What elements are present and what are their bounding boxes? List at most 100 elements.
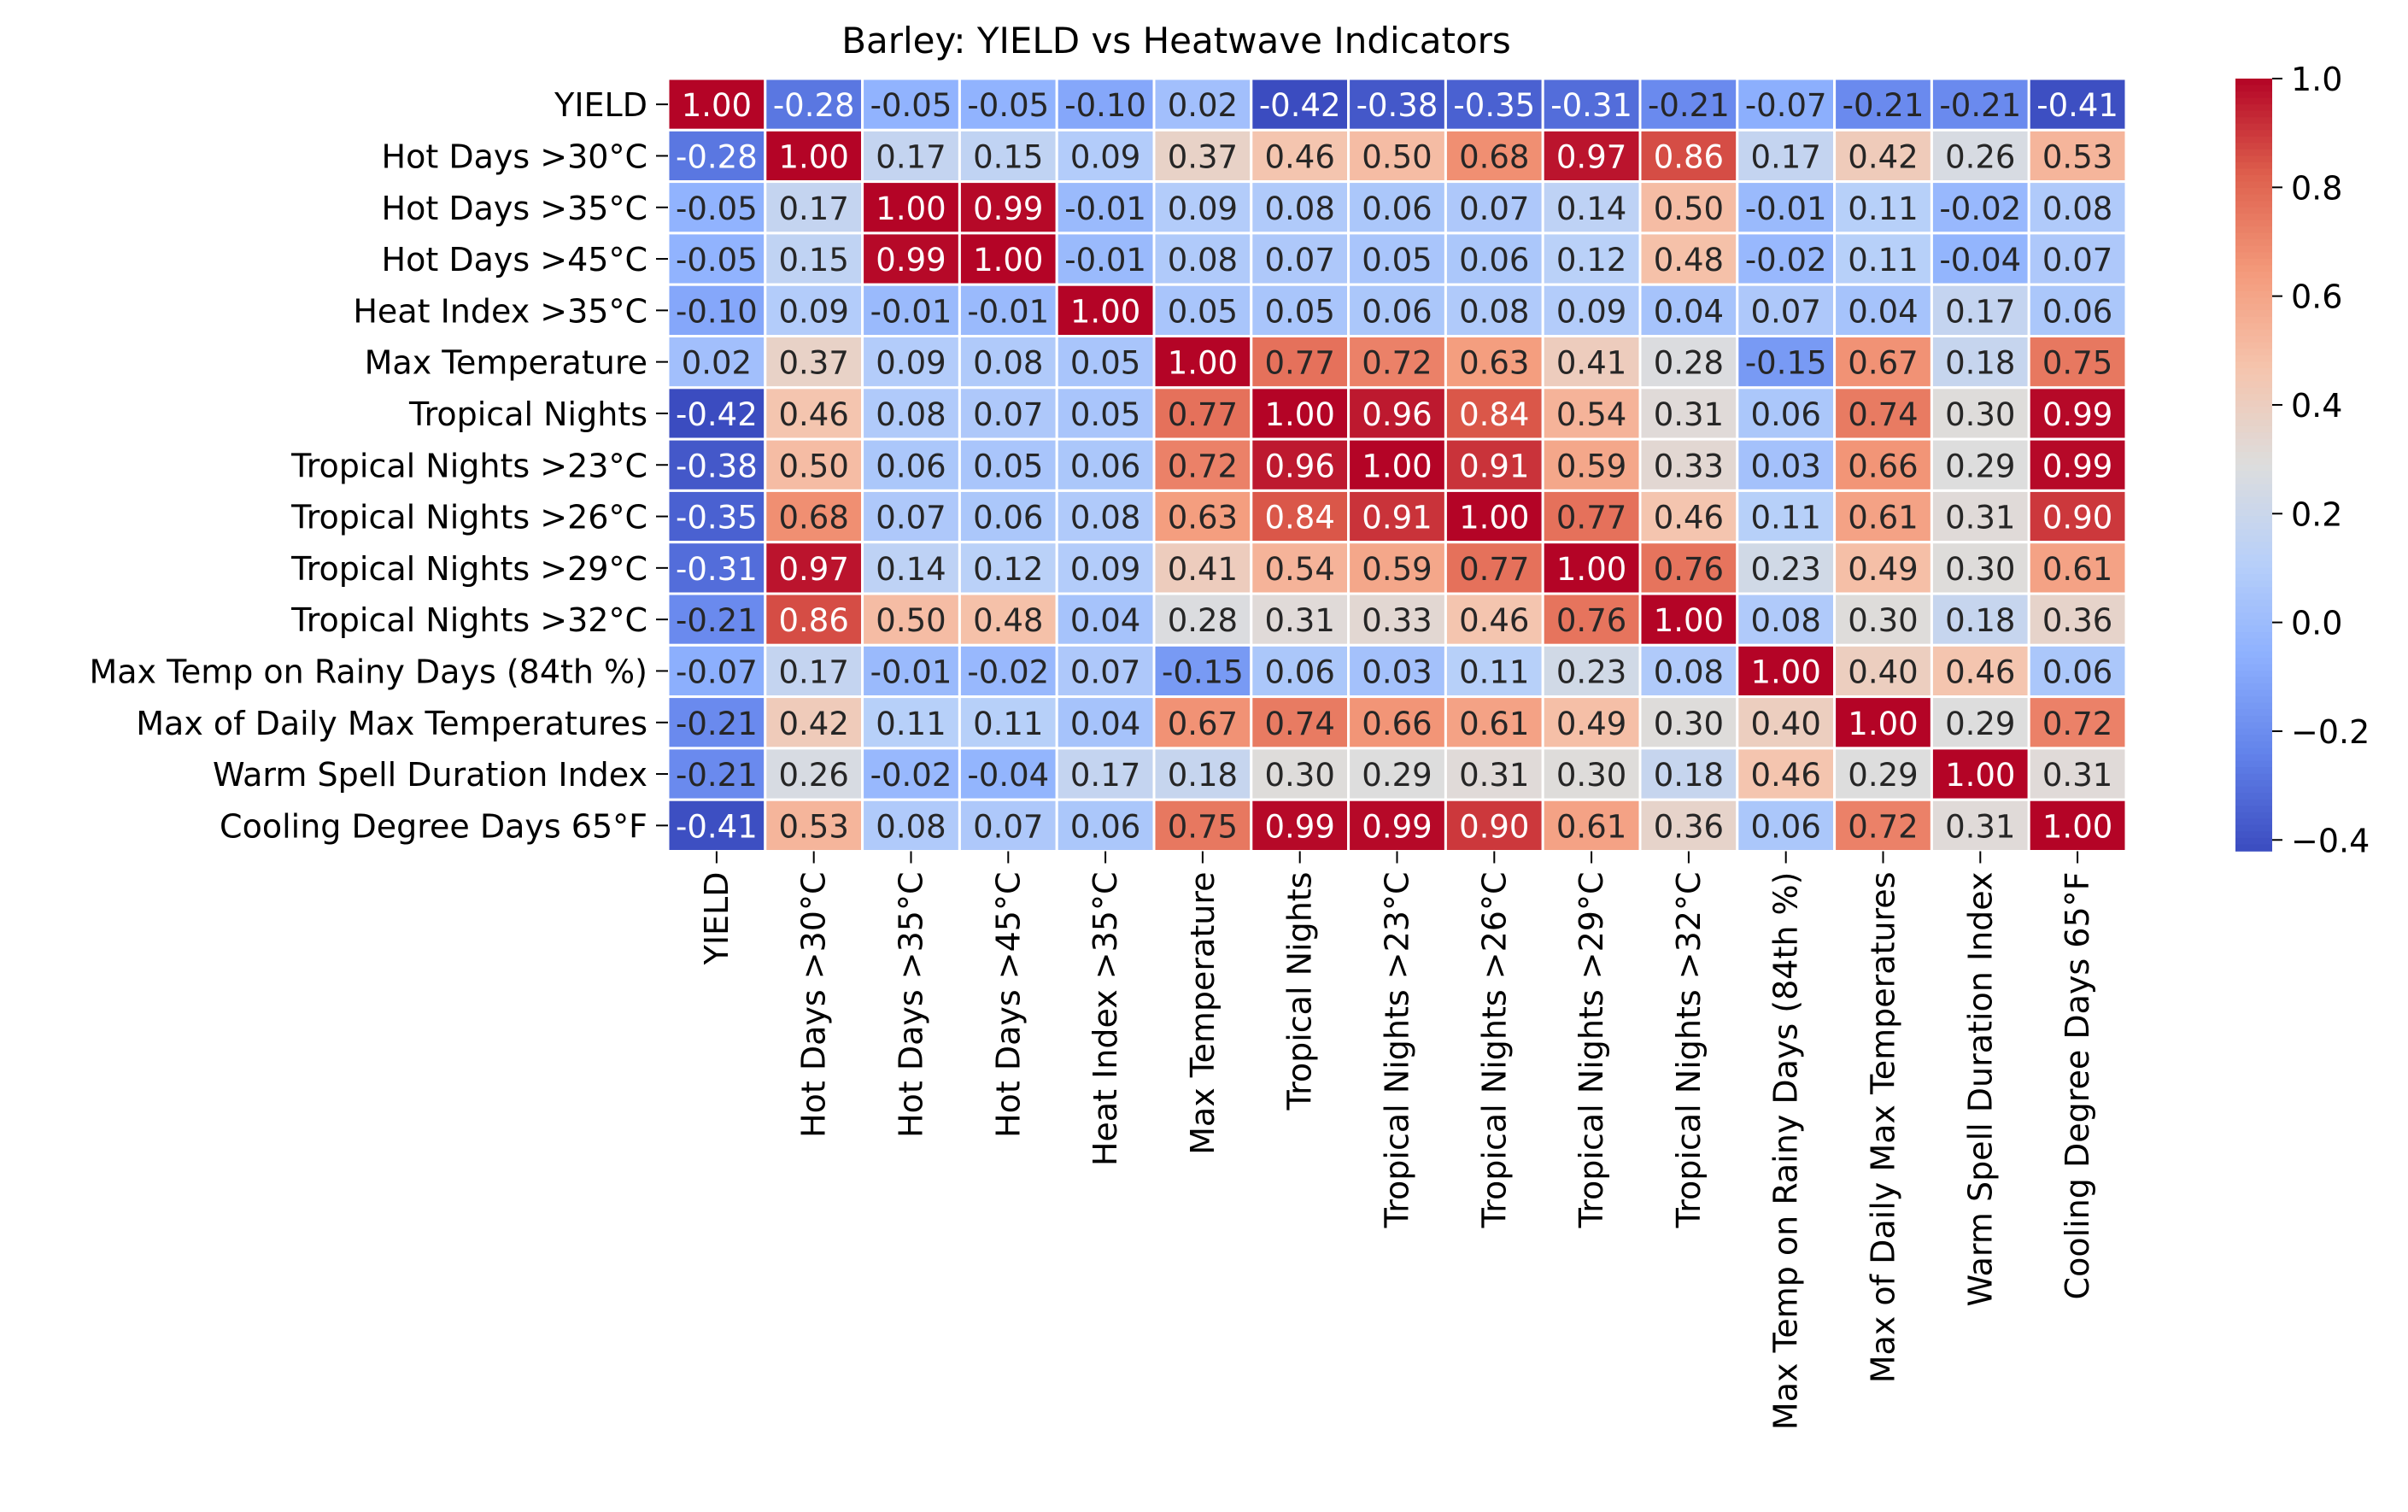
cell-value-label: 0.61 <box>1556 808 1626 845</box>
heatmap-cell <box>958 335 1058 390</box>
heatmap-cell <box>1250 747 1350 801</box>
colorbar-segment <box>2235 252 2272 260</box>
cell-value-label: 0.72 <box>2042 706 2112 742</box>
colorbar-segment <box>2235 625 2272 633</box>
heatmap-cell <box>861 283 961 338</box>
heatmap-cell <box>1347 386 1447 441</box>
colorbar-segment <box>2235 97 2272 105</box>
cell-value-label: 0.41 <box>1168 551 1238 588</box>
heatmap-cell <box>1055 643 1156 699</box>
heatmap-cell <box>1736 77 1837 132</box>
colorbar-segment <box>2235 458 2272 466</box>
heatmap-cell <box>1930 231 2030 286</box>
cell-value-label: 0.29 <box>1945 448 2015 484</box>
heatmap-cell <box>2027 180 2128 235</box>
y-tick-label: Max of Daily Max Temperatures <box>136 705 647 742</box>
heatmap-cell <box>1152 128 1253 184</box>
cell-value-label: 0.84 <box>1459 396 1529 433</box>
cell-value-label: 0.04 <box>1848 293 1918 330</box>
colorbar-segment <box>2235 374 2272 382</box>
cell-value-label: -0.04 <box>967 757 1049 794</box>
colorbar-segment <box>2235 651 2272 659</box>
y-tick-label: Cooling Degree Days 65°F <box>220 807 647 845</box>
heatmap-cell <box>1152 695 1253 750</box>
heatmap-cell <box>764 798 864 853</box>
colorbar-segment <box>2235 226 2272 234</box>
colorbar-segment <box>2235 554 2272 562</box>
heatmap-cell <box>1833 231 1933 286</box>
colorbar-segment <box>2235 580 2272 588</box>
colorbar-segment <box>2235 683 2272 691</box>
heatmap-cell <box>764 489 864 544</box>
cell-value-label: 0.06 <box>1459 242 1529 278</box>
cell-value-label: 0.05 <box>1265 293 1335 330</box>
x-tick-label: Hot Days >30°C <box>795 871 833 1137</box>
cell-value-label: 0.96 <box>1362 396 1432 433</box>
cell-value-label: -0.31 <box>676 551 758 588</box>
heatmap-cell <box>861 77 961 132</box>
colorbar-segment <box>2235 799 2272 807</box>
heatmap-cell <box>1833 695 1933 750</box>
colorbar-segment <box>2235 149 2272 157</box>
cell-value-label: -0.35 <box>676 500 758 536</box>
cell-value-label: 0.30 <box>1945 396 2015 433</box>
cell-value-label: -0.28 <box>676 138 758 175</box>
colorbar-segment <box>2235 258 2272 267</box>
colorbar-segment <box>2235 747 2272 755</box>
x-tick-label: Warm Spell Duration Index <box>1961 872 1999 1307</box>
colorbar-segment <box>2235 110 2272 118</box>
heatmap-cell <box>958 231 1058 286</box>
colorbar-segment <box>2235 342 2272 350</box>
heatmap-cell <box>1930 77 2030 132</box>
cell-value-label: -0.02 <box>1939 190 2021 227</box>
cell-value-label: 0.59 <box>1556 448 1626 484</box>
colorbar-segment <box>2235 702 2272 711</box>
heatmap-cell <box>1444 128 1544 184</box>
cell-value-label: -0.04 <box>1939 242 2021 278</box>
heatmap-cell <box>1833 386 1933 441</box>
cell-value-label: 0.42 <box>1848 138 1918 175</box>
heatmap-cell <box>861 489 961 544</box>
heatmap-cell <box>1444 592 1544 647</box>
colorbar-segment <box>2235 161 2272 170</box>
heatmap-cell <box>2027 128 2128 184</box>
heatmap-cell <box>1055 798 1156 853</box>
heatmap-cell <box>861 335 961 390</box>
y-tick-label: Tropical Nights <box>408 396 647 433</box>
heatmap-cell <box>764 283 864 338</box>
cell-value-label: 0.96 <box>1265 448 1335 484</box>
heatmap-cell <box>764 437 864 492</box>
colorbar-segment <box>2235 265 2272 273</box>
heatmap-cell <box>2027 231 2128 286</box>
cell-value-label: 0.91 <box>1459 448 1529 484</box>
heatmap-cell <box>1541 231 1642 286</box>
cell-value-label: -0.02 <box>870 757 952 794</box>
cell-value-label: 0.11 <box>1751 500 1821 536</box>
cell-value-label: 0.30 <box>1848 602 1918 639</box>
cell-value-label: -0.07 <box>1745 87 1827 124</box>
cell-value-label: 0.05 <box>1070 345 1140 382</box>
cell-value-label: -0.05 <box>967 87 1049 124</box>
heatmap-cell <box>1055 747 1156 801</box>
cell-value-label: 0.07 <box>1070 653 1140 690</box>
cell-value-label: 0.04 <box>1654 293 1724 330</box>
heatmap-cell <box>1833 77 1933 132</box>
heatmap-cell <box>1347 592 1447 647</box>
cell-value-label: 0.46 <box>1265 138 1335 175</box>
y-tick-label: Max Temperature <box>365 344 647 382</box>
y-tick-label: Max Temp on Rainy Days (84th %) <box>89 653 647 690</box>
colorbar-segment <box>2235 155 2272 163</box>
cell-value-label: 0.09 <box>1556 293 1626 330</box>
cell-value-label: 0.50 <box>1362 138 1432 175</box>
cell-value-label: 0.06 <box>973 500 1043 536</box>
cell-value-label: 0.06 <box>1751 396 1821 433</box>
heatmap-cell <box>1930 798 2030 853</box>
colorbar-segment <box>2235 181 2272 189</box>
colorbar-segment <box>2235 664 2272 671</box>
cell-value-label: 0.03 <box>1362 653 1432 690</box>
cell-value-label: 0.12 <box>973 551 1043 588</box>
colorbar-segment <box>2235 123 2272 132</box>
cell-value-label: 0.06 <box>1751 808 1821 845</box>
cell-value-label: 0.29 <box>1848 757 1918 794</box>
